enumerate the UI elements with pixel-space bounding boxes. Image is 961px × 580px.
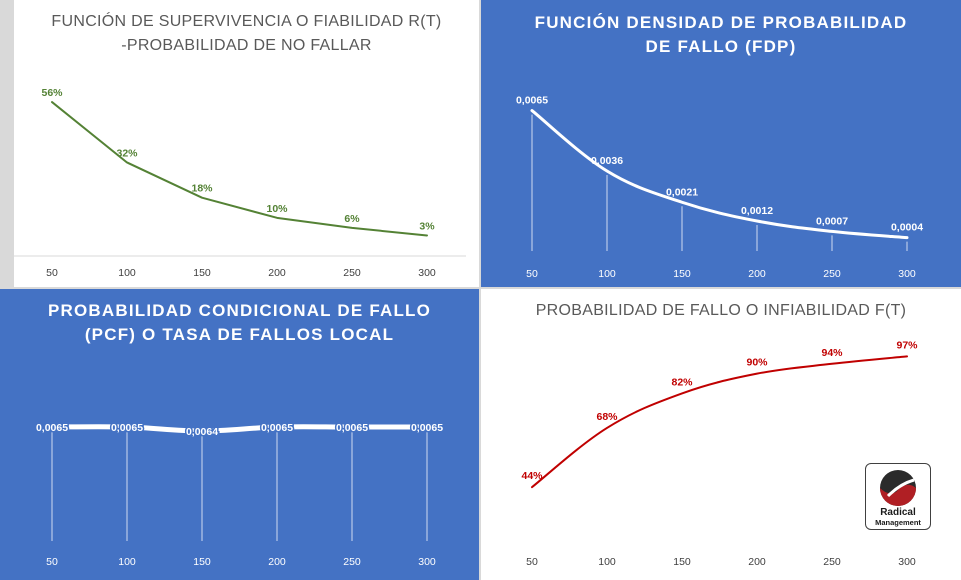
x-tick-label: 150 xyxy=(193,556,211,568)
x-tick-label: 100 xyxy=(598,268,616,280)
logo-text-management: Management xyxy=(875,518,921,527)
data-label: 0,0065 xyxy=(36,422,68,434)
data-label: 0,0064 xyxy=(186,426,218,438)
logo-emblem-icon xyxy=(880,470,916,506)
series-line xyxy=(531,355,908,489)
chart-title-line-1: FUNCIÓN DENSIDAD DE PROBABILIDAD xyxy=(534,13,908,32)
logo-text-radical: Radical xyxy=(880,507,916,518)
data-label: 0,0004 xyxy=(891,222,923,234)
data-label: 0,0021 xyxy=(666,186,698,198)
data-label: 0,0012 xyxy=(741,205,773,217)
data-label: 0,0065 xyxy=(336,422,368,434)
x-tick-label: 100 xyxy=(118,556,136,568)
data-label: 68% xyxy=(596,411,618,423)
chart-title-line-2: (PCF) O TASA DE FALLOS LOCAL xyxy=(84,325,395,344)
chart-title-line-2: DE FALLO (FDP) xyxy=(645,37,797,56)
series-line xyxy=(530,109,909,240)
data-label: 6% xyxy=(344,213,360,225)
data-label: 94% xyxy=(821,347,843,359)
x-tick-label: 300 xyxy=(418,267,436,279)
x-tick-label: 300 xyxy=(898,556,916,568)
pdf-chart-plot: 0,0065 0,0036 0,0021 0,0012 0,0007 0,0004 50 10… xyxy=(516,95,923,280)
radical-management-logo: Radical Management xyxy=(865,463,931,530)
x-tick-label: 200 xyxy=(748,268,766,280)
x-tick-label: 200 xyxy=(748,556,766,568)
x-tick-label: 50 xyxy=(526,268,538,280)
x-tick-label: 200 xyxy=(268,267,286,279)
x-tick-label: 300 xyxy=(418,556,436,568)
data-label: 44% xyxy=(521,470,543,482)
chart-title-line-1: FUNCIÓN DE SUPERVIVENCIA O FIABILIDAD R(… xyxy=(51,13,442,30)
chart-title-line-2: -PROBABILIDAD DE NO FALLAR xyxy=(121,37,372,54)
data-label: 0,0065 xyxy=(516,95,548,107)
x-tick-label: 250 xyxy=(823,268,841,280)
chart-panel-pdf: FUNCIÓN DENSIDAD DE PROBABILIDAD DE FALL… xyxy=(481,0,961,287)
data-label: 97% xyxy=(896,339,918,351)
data-label: 3% xyxy=(419,220,435,232)
unreliability-chart-plot: 44% 68% 82% 90% 94% 97% 50 100 150 200 250 300 xyxy=(521,339,918,568)
x-tick-label: 100 xyxy=(598,556,616,568)
x-tick-label: 250 xyxy=(343,556,361,568)
x-tick-label: 150 xyxy=(673,268,691,280)
data-label: 82% xyxy=(671,376,693,388)
x-tick-label: 150 xyxy=(193,267,211,279)
chart-panel-survival: FUNCIÓN DE SUPERVIVENCIA O FIABILIDAD R(… xyxy=(14,0,479,287)
x-tick-label: 300 xyxy=(898,268,916,280)
data-label: 0,0065 xyxy=(411,422,443,434)
chart-title-line-1: PROBABILIDAD CONDICIONAL DE FALLO xyxy=(47,301,432,320)
data-label: 0,0007 xyxy=(816,215,848,227)
data-label: 18% xyxy=(191,183,213,195)
x-tick-label: 50 xyxy=(46,556,58,568)
chart-panel-unreliability: PROBABILIDAD DE FALLO O INFIABILIDAD F(T… xyxy=(481,289,961,580)
x-tick-label: 100 xyxy=(118,267,136,279)
x-tick-label: 250 xyxy=(823,556,841,568)
chart-title-line-1: PROBABILIDAD DE FALLO O INFIABILIDAD F(T… xyxy=(535,302,907,319)
series-line xyxy=(49,424,430,434)
x-tick-label: 200 xyxy=(268,556,286,568)
x-tick-label: 50 xyxy=(526,556,538,568)
series-line xyxy=(51,101,428,237)
x-tick-label: 150 xyxy=(673,556,691,568)
data-label: 0,0036 xyxy=(591,155,623,167)
x-tick-label: 50 xyxy=(46,267,58,279)
chart-panel-hazard: PROBABILIDAD CONDICIONAL DE FALLO (PCF) … xyxy=(0,289,479,580)
x-tick-label: 250 xyxy=(343,267,361,279)
hazard-chart-plot: 0,0065 0,0065 0,0064 0,0065 0,0065 0,0065 50 10… xyxy=(34,421,444,569)
data-label: 90% xyxy=(746,357,768,369)
data-label: 56% xyxy=(41,87,63,99)
data-label: 10% xyxy=(266,203,288,215)
data-label: 32% xyxy=(116,147,138,159)
survival-chart-plot: 56% 32% 18% 10% 6% 3% 50 100 150 200 250 300 xyxy=(14,87,466,279)
data-label: 0,0065 xyxy=(261,422,293,434)
data-label: 0,0065 xyxy=(111,422,143,434)
